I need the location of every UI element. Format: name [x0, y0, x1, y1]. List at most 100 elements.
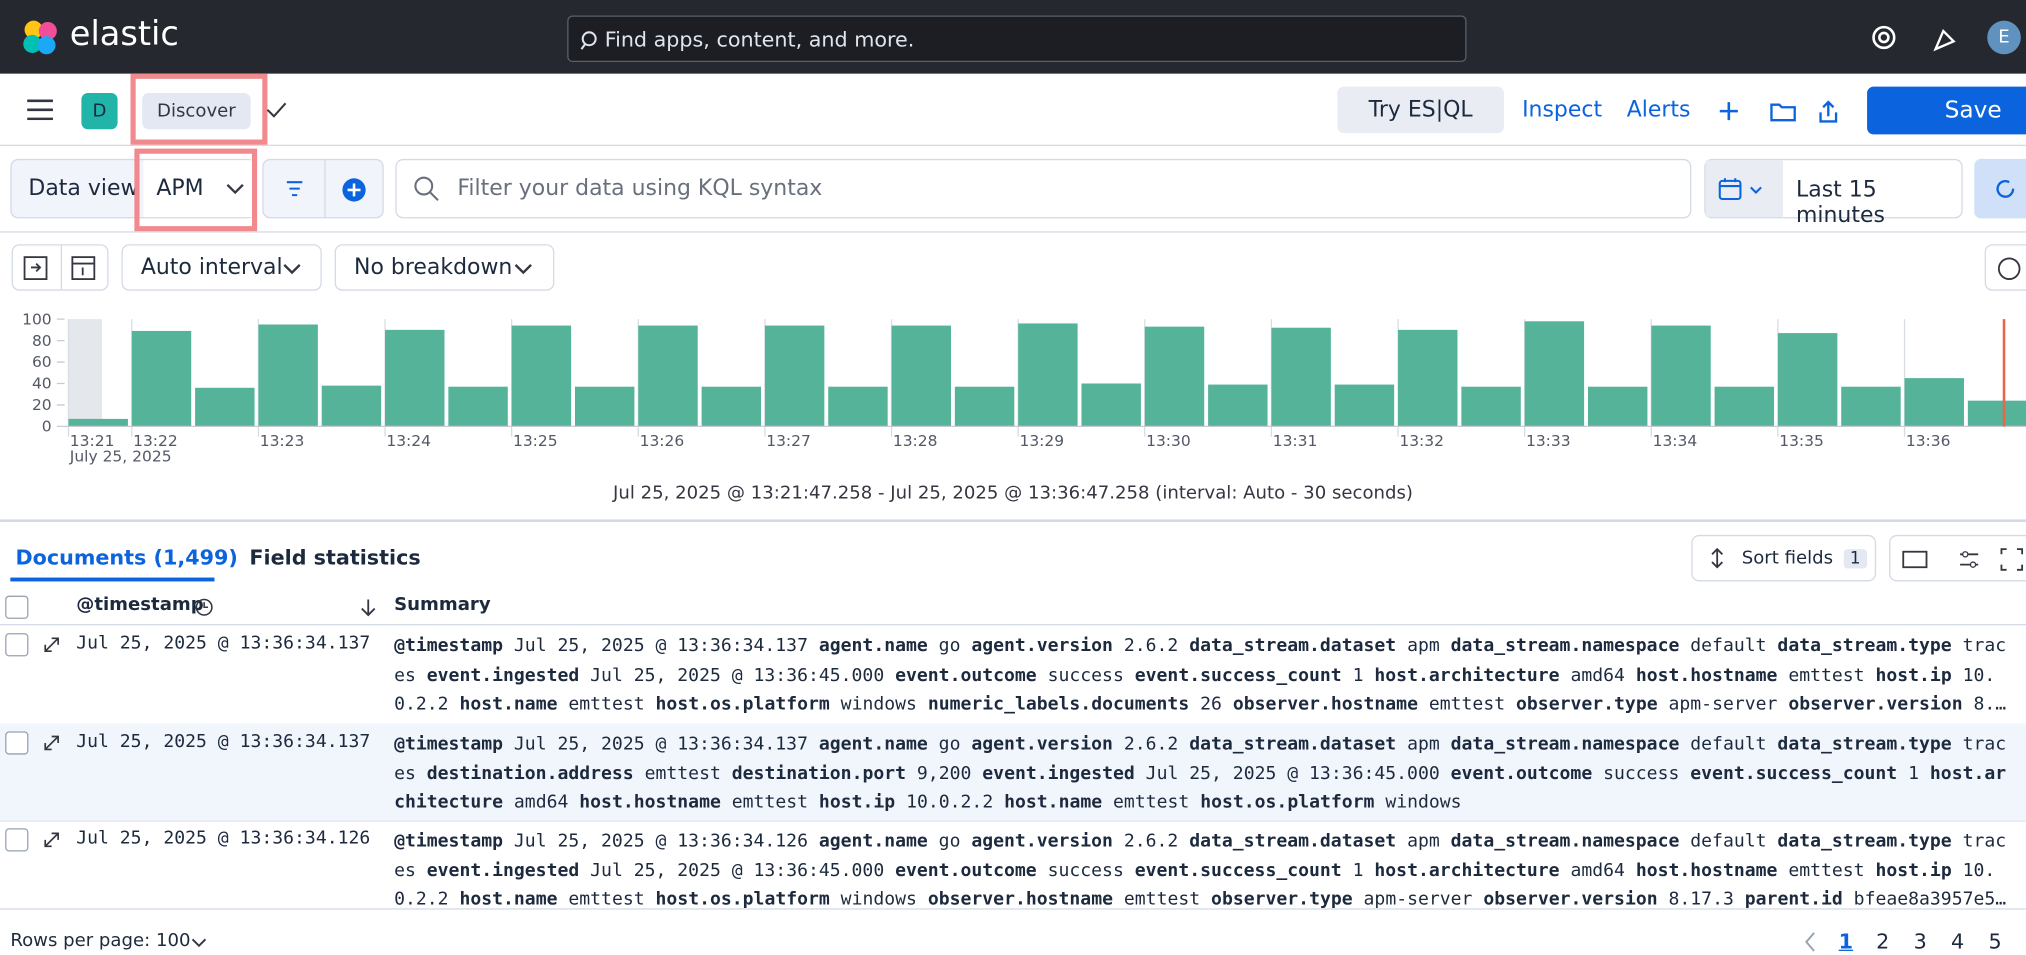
bar[interactable] — [1334, 384, 1395, 427]
page-link[interactable]: 2 — [1876, 929, 1890, 954]
interval-select[interactable]: Auto interval — [121, 244, 322, 291]
page-link[interactable]: 3 — [1913, 929, 1927, 954]
news-icon[interactable] — [1932, 25, 1960, 53]
bar[interactable] — [68, 418, 128, 427]
field-name: host.hostname — [579, 792, 721, 813]
filter-buttons[interactable] — [262, 158, 384, 219]
chart-options[interactable] — [1984, 244, 2026, 291]
bar[interactable] — [195, 387, 255, 427]
breakdown-select[interactable]: No breakdown — [334, 244, 555, 291]
data-view-picker[interactable]: Data view APM — [10, 158, 258, 219]
bar[interactable] — [828, 386, 888, 427]
row-checkbox[interactable] — [5, 828, 29, 852]
field-name: agent.name — [818, 733, 928, 755]
bar[interactable] — [574, 386, 635, 427]
bar[interactable] — [954, 386, 1015, 427]
save-button[interactable]: Save — [1867, 86, 2026, 135]
page-link[interactable]: 1 — [1838, 929, 1854, 954]
row-checkbox[interactable] — [5, 731, 29, 755]
esql-button[interactable]: Try ES|QL — [1337, 86, 1504, 134]
avatar[interactable]: E — [1987, 20, 2021, 55]
field-value: emttest — [568, 888, 645, 910]
field-value: emttest — [1428, 693, 1506, 715]
inspect-link[interactable]: Inspect — [1522, 96, 1603, 123]
page-link[interactable]: 4 — [1951, 929, 1965, 954]
field-name: host.name — [459, 888, 558, 910]
expand-icon[interactable] — [43, 734, 61, 752]
rows-per-page[interactable]: Rows per page: 100 — [10, 930, 191, 951]
field-name: data_stream.dataset — [1189, 635, 1397, 657]
partial-bucket — [68, 319, 103, 427]
refresh-button[interactable] — [1974, 158, 2026, 219]
query-placeholder: Filter your data using KQL syntax — [457, 175, 823, 202]
sort-fields[interactable]: Sort fields 1 — [1691, 534, 1877, 582]
bar[interactable] — [1524, 321, 1585, 427]
table-row: Jul 25, 2025 @ 13:36:34.126 @timestamp Ju… — [0, 820, 2026, 919]
page-link[interactable]: 5 — [1988, 929, 2002, 954]
bar[interactable] — [448, 386, 508, 427]
chart-icons[interactable] — [11, 244, 109, 291]
bar[interactable] — [1587, 386, 1648, 427]
bar[interactable] — [1018, 323, 1078, 427]
bar[interactable] — [1904, 378, 1964, 427]
highlight-box — [130, 73, 268, 145]
documents-tab[interactable]: Documents (1,499) — [15, 545, 238, 570]
bar[interactable] — [321, 385, 382, 427]
field-value: default — [1690, 635, 1767, 657]
breakdown: No breakdown — [354, 254, 513, 281]
bar[interactable] — [258, 324, 318, 427]
field-name: event.success_count — [1134, 859, 1342, 881]
row-checkbox[interactable] — [5, 633, 29, 657]
bar[interactable] — [701, 386, 762, 427]
bar[interactable] — [1651, 325, 1711, 427]
time-picker[interactable]: Last 15 minutes — [1704, 158, 1963, 229]
x-tick-label: 13:30 — [1146, 432, 1191, 450]
column-header[interactable]: @timestamp — [76, 594, 204, 616]
bar[interactable] — [1777, 333, 1838, 427]
breadcrumb[interactable]: Discover — [142, 93, 251, 130]
field-value: amd64 — [1570, 859, 1625, 881]
filter-icon — [286, 181, 303, 197]
alerts-link[interactable]: Alerts — [1626, 96, 1691, 123]
bar[interactable] — [385, 329, 445, 427]
bar[interactable] — [1208, 384, 1268, 427]
bar[interactable] — [511, 325, 572, 427]
search[interactable]: Find apps, content, and more. — [567, 15, 1467, 63]
expand-icon[interactable] — [43, 831, 61, 849]
bar[interactable] — [131, 330, 192, 427]
bar[interactable] — [1271, 327, 1331, 427]
summary: @timestamp Jul 25, 2025 @ 13:36:34.126 a… — [394, 827, 2016, 914]
field-name: @timestamp — [394, 635, 504, 657]
field-value: Jul 25, 2025 @ 13:36:45.000 — [590, 859, 885, 881]
toolbar-icons[interactable] — [1717, 99, 1846, 125]
bar[interactable] — [1081, 383, 1141, 427]
field-value: go — [938, 635, 961, 657]
field-statistics-tab[interactable]: Field statistics — [249, 545, 421, 570]
grid-options[interactable] — [1889, 534, 2026, 582]
bar[interactable] — [1144, 326, 1205, 427]
table-row: Jul 25, 2025 @ 13:36:34.137 @timestamp Ju… — [0, 723, 2026, 822]
bar[interactable] — [1967, 400, 2026, 427]
help-icon[interactable] — [1871, 25, 1897, 51]
bar[interactable] — [764, 325, 825, 427]
bar[interactable] — [1841, 386, 1901, 427]
menu-icon[interactable] — [27, 99, 53, 121]
query-input[interactable]: Filter your data using KQL syntax — [395, 158, 1692, 219]
field-value: success — [1047, 859, 1124, 881]
field-value: apm-server — [1363, 888, 1473, 910]
bar[interactable] — [1398, 329, 1458, 427]
field-name: host.os.platform — [655, 693, 830, 715]
bar[interactable] — [638, 325, 698, 427]
select-all[interactable] — [5, 595, 29, 619]
bar[interactable] — [891, 325, 951, 427]
column-header[interactable]: Summary — [394, 594, 491, 616]
field-name: destination.address — [426, 762, 634, 784]
bar[interactable] — [1714, 386, 1775, 427]
field-value: emttest — [568, 693, 645, 715]
x-tick-label: 13:32 — [1399, 432, 1444, 450]
expand-icon[interactable] — [43, 636, 61, 654]
highlight-box — [134, 148, 258, 232]
field-value: 10.0.2.2 — [394, 664, 1996, 715]
bar[interactable] — [1461, 386, 1521, 427]
